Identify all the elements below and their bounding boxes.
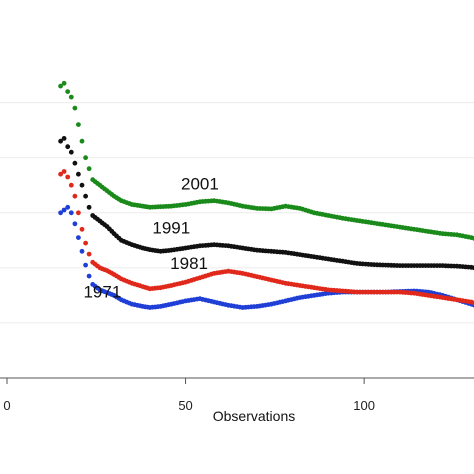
x-tick-label: 100	[353, 398, 375, 413]
series-1971	[58, 204, 474, 310]
x-axis-title: Observations	[213, 408, 295, 424]
data-point	[65, 204, 71, 210]
data-point	[76, 235, 81, 241]
data-point	[72, 221, 78, 227]
x-tick-label: 0	[3, 398, 10, 413]
x-ticks: 0 50 100	[3, 378, 375, 413]
data-point	[58, 171, 63, 177]
data-point	[61, 136, 67, 141]
data-point	[72, 105, 78, 111]
series-label-2001: 2001	[181, 175, 219, 194]
data-point	[76, 122, 81, 127]
series-label-1991: 1991	[152, 219, 190, 238]
series-1981	[58, 169, 474, 306]
data-point	[471, 235, 474, 241]
data-point	[58, 138, 63, 144]
data-point	[58, 83, 63, 89]
series-1991	[58, 136, 474, 271]
series-2001	[58, 80, 474, 241]
data-point	[61, 169, 67, 174]
x-tick-label: 50	[178, 398, 192, 413]
data-point	[86, 204, 92, 210]
data-point	[72, 160, 78, 166]
data-point	[68, 182, 74, 188]
data-point	[79, 226, 85, 232]
series-label-1981: 1981	[170, 254, 208, 273]
data-point	[76, 210, 81, 216]
data-point	[86, 273, 92, 279]
data-point	[68, 94, 74, 100]
data-point	[83, 155, 88, 161]
data-point	[79, 138, 85, 144]
data-point	[83, 193, 88, 199]
series-label-1971: 1971	[83, 283, 121, 302]
labels-layer: 2001 1991 1981 1971	[83, 175, 218, 302]
data-point	[471, 265, 474, 271]
data-point	[61, 207, 67, 213]
data-point	[65, 174, 71, 180]
data-point	[65, 144, 71, 150]
data-point	[68, 149, 74, 155]
data-point	[79, 182, 85, 188]
data-point	[58, 210, 63, 216]
data-point	[471, 300, 474, 306]
data-point	[76, 171, 81, 177]
data-point	[65, 89, 71, 94]
data-point	[61, 80, 67, 86]
data-point	[79, 248, 85, 254]
series-layer	[58, 80, 474, 310]
data-point	[83, 262, 88, 268]
data-point	[68, 210, 74, 216]
data-point	[86, 166, 92, 172]
data-point	[72, 193, 78, 199]
data-point	[83, 240, 88, 246]
data-point	[86, 251, 92, 257]
